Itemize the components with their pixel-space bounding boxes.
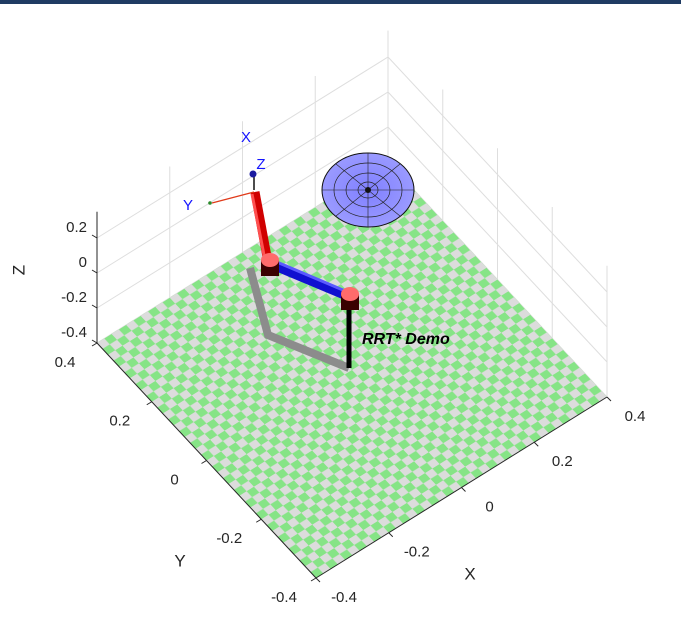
y-tick [91, 342, 98, 347]
y-tick [201, 460, 207, 464]
x-tick [606, 396, 612, 402]
z-tick [91, 234, 98, 239]
y-tick-label: 0.4 [55, 354, 76, 371]
grid-line [387, 126, 608, 363]
y-tick-label: 0.2 [109, 413, 130, 430]
z-tick-label: -0.4 [61, 324, 87, 341]
z-tick-label: 0 [79, 254, 87, 271]
annotation: RRT* Demo [362, 331, 450, 348]
x-tick-label: 0 [485, 498, 493, 515]
z-tick [91, 304, 98, 309]
y-tick-label: 0 [170, 471, 178, 488]
triad-label: Z [256, 156, 265, 173]
z-tick-label: 0.2 [66, 219, 87, 236]
x-tick [533, 441, 539, 447]
z-axis-label: Z [9, 265, 28, 275]
x-axis-label: X [464, 564, 475, 583]
y-tick [310, 577, 317, 582]
x-tick-label: -0.2 [404, 544, 430, 561]
arm-shadow [246, 266, 351, 372]
triad-label: X [241, 129, 251, 146]
y-tick-label: -0.4 [271, 589, 297, 606]
robot-arm [208, 170, 359, 368]
x-tick [388, 532, 394, 538]
grid-line [387, 56, 608, 293]
z-tick-label: -0.2 [61, 289, 87, 306]
x-tick-label: 0.4 [625, 408, 646, 425]
y-tick-label: -0.2 [216, 530, 242, 547]
x-tick [461, 487, 466, 492]
z-tick [91, 269, 98, 274]
x-tick [315, 577, 321, 583]
window-bar [0, 0, 681, 4]
z-tick [91, 339, 98, 344]
grid-line [387, 91, 608, 328]
grid-line [96, 91, 389, 274]
obstacle [321, 152, 415, 228]
y-tick [146, 401, 153, 406]
grid-line [96, 56, 389, 239]
grid-line [96, 126, 389, 309]
y-axis-label: Y [174, 551, 185, 570]
triad-label: Y [183, 197, 193, 214]
x-tick-label: -0.4 [331, 589, 357, 606]
floor [97, 162, 607, 578]
x-tick-label: 0.2 [552, 453, 573, 470]
y-tick [255, 518, 262, 523]
